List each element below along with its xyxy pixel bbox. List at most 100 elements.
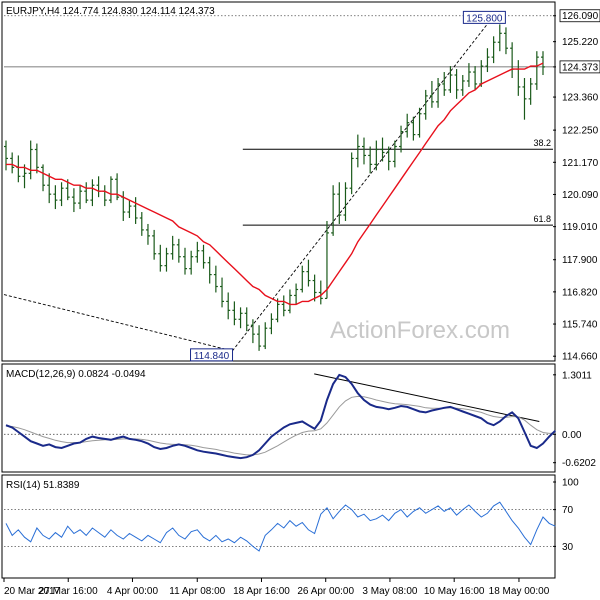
price-bar xyxy=(71,188,76,213)
price-bar xyxy=(207,256,212,284)
price-bar xyxy=(195,241,200,263)
price-bar xyxy=(399,125,404,153)
x-tick-label-5: 26 Apr 00:00 xyxy=(297,586,354,597)
price-bar xyxy=(269,313,274,335)
x-tick-label-8: 18 May 00:00 xyxy=(489,586,550,597)
rsi-header: RSI(14) 51.8389 xyxy=(6,480,80,491)
price-bar xyxy=(324,220,329,300)
macd-header: MACD(12,26,9) 0.0824 -0.0494 xyxy=(6,369,146,380)
price-bar xyxy=(374,140,379,171)
price-bar xyxy=(250,319,255,344)
price-bar xyxy=(522,78,527,120)
price-tick-label-6: 120.090 xyxy=(562,190,599,201)
price-bar xyxy=(466,63,471,87)
price-tick-label-8: 117.900 xyxy=(562,255,598,266)
price-bar xyxy=(485,48,490,73)
price-bar xyxy=(41,164,46,192)
fib-label-0: 38.2 xyxy=(533,138,551,148)
annotation-box-0 xyxy=(462,10,506,24)
rsi-tick-label-2: 30 xyxy=(562,542,574,553)
annotation-label-0: 125.800 xyxy=(466,13,503,24)
moving-average-line xyxy=(6,62,544,306)
price-bar xyxy=(4,140,8,171)
price-bar xyxy=(152,229,157,260)
macd-tick-label-1: 0.00 xyxy=(562,430,582,441)
x-tick-label-7: 10 May 16:00 xyxy=(424,586,485,597)
price-bar xyxy=(28,140,33,180)
price-bar xyxy=(108,176,113,204)
price-bar xyxy=(22,164,27,189)
price-bar xyxy=(331,185,336,236)
price-bar xyxy=(115,173,120,201)
price-bar xyxy=(257,325,262,351)
price-bar xyxy=(275,298,280,323)
rsi-tick-label-0: 100 xyxy=(562,478,579,489)
price-bar xyxy=(306,259,311,287)
price-tick-label-9: 116.820 xyxy=(562,287,598,298)
x-tick-label-2: 4 Apr 00:00 xyxy=(107,586,159,597)
macd-tick-label-0: 1.3011 xyxy=(562,370,592,381)
price-bar xyxy=(164,247,169,272)
price-bar xyxy=(47,173,52,204)
price-bar xyxy=(503,27,508,55)
macd-line xyxy=(5,373,556,460)
price-bar xyxy=(528,78,533,105)
macd-panel-frame xyxy=(1,363,556,473)
price-tick-label-7: 119.010 xyxy=(562,222,598,233)
annotation-box-1 xyxy=(190,348,234,362)
price-bar xyxy=(213,265,218,293)
price-bar xyxy=(380,137,385,162)
price-bar xyxy=(343,182,348,221)
price-bar xyxy=(78,185,83,210)
price-bar xyxy=(145,223,150,245)
price-bar xyxy=(300,265,305,293)
price-tick-label-2: 124.373 xyxy=(562,62,599,73)
x-tick-label-1: 27 Mar 16:00 xyxy=(39,586,98,597)
macd-tick-label-2: -0.6202 xyxy=(562,458,596,469)
price-bar xyxy=(497,24,502,52)
price-bar xyxy=(183,247,187,275)
annotation-label-1: 114.840 xyxy=(194,351,230,362)
price-bar xyxy=(287,289,292,314)
price-bar xyxy=(90,179,95,207)
price-bar xyxy=(127,200,132,218)
price-bar xyxy=(281,295,286,317)
price-tick-label-0: 126.090 xyxy=(562,11,599,22)
price-bar xyxy=(417,107,422,138)
price-tick-label-3: 123.360 xyxy=(562,93,599,104)
price-bar xyxy=(232,301,237,326)
price-bar xyxy=(84,182,89,204)
price-bar xyxy=(53,185,58,210)
price-bar xyxy=(294,283,299,305)
x-tick-label-3: 11 Apr 08:00 xyxy=(169,586,225,597)
price-tick-box-0 xyxy=(559,9,600,23)
price-bar xyxy=(176,238,181,263)
x-tick-label-4: 18 Apr 16:00 xyxy=(233,586,290,597)
price-bar xyxy=(337,182,342,224)
price-bar xyxy=(10,152,15,174)
price-panel-frame xyxy=(1,1,556,362)
price-bar xyxy=(59,182,64,207)
price-bar xyxy=(448,66,453,93)
trendline-0 xyxy=(3,294,233,352)
macd-signal-line xyxy=(5,395,556,456)
price-bar xyxy=(133,197,138,224)
price-tick-box-2 xyxy=(559,60,600,74)
price-header: EURJPY,H4 124.774 124.830 124.114 124.37… xyxy=(6,6,215,17)
price-bar xyxy=(454,69,459,99)
price-bar xyxy=(34,143,39,174)
price-bar xyxy=(263,322,268,350)
price-bar xyxy=(429,80,434,108)
price-bar xyxy=(238,307,243,329)
price-tick-label-4: 122.250 xyxy=(562,126,599,137)
rsi-tick-label-1: 70 xyxy=(562,505,574,516)
price-bar xyxy=(318,280,323,305)
price-bar xyxy=(158,244,163,272)
price-bar xyxy=(349,152,354,195)
x-tick-label-0: 20 Mar 2017 xyxy=(4,586,61,597)
price-bar xyxy=(423,89,428,120)
price-bar xyxy=(436,78,441,108)
price-bar xyxy=(139,212,144,236)
macd-trendline xyxy=(314,373,540,422)
